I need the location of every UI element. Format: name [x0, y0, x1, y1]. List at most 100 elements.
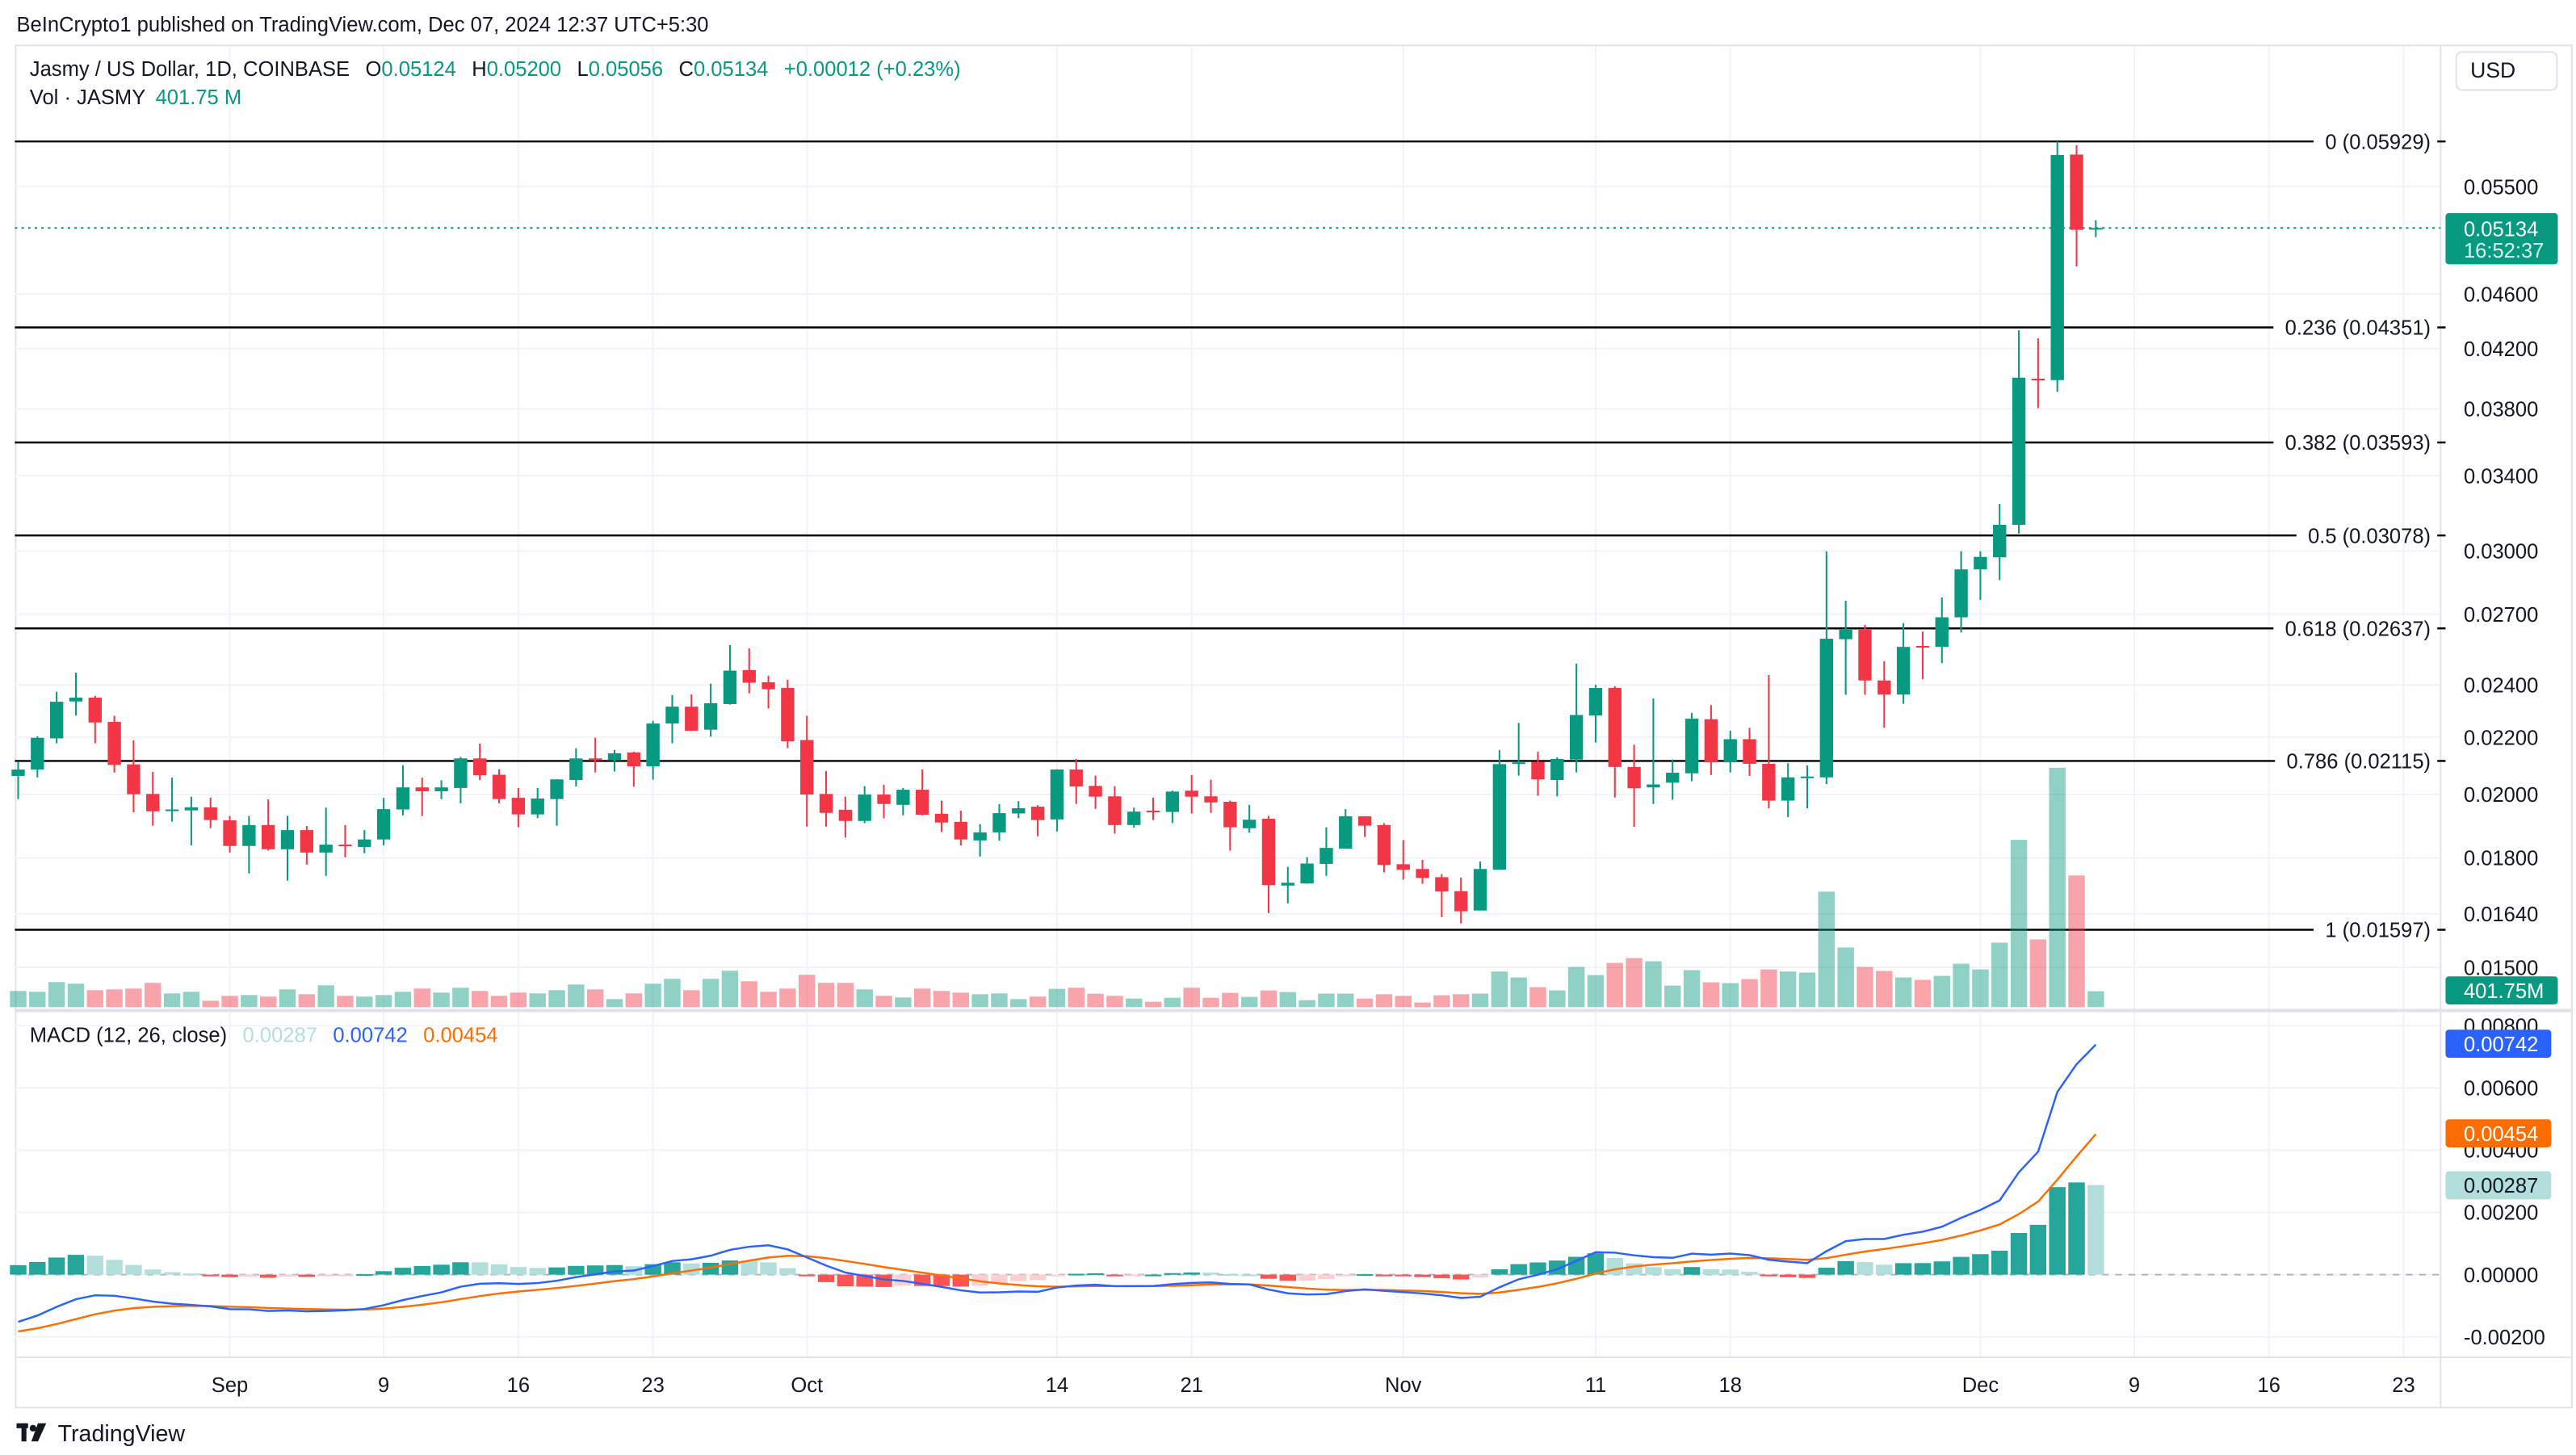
candle-body[interactable]	[1550, 758, 1564, 781]
candle-body[interactable]	[203, 807, 217, 820]
candle-body[interactable]	[915, 790, 929, 816]
candle-body[interactable]	[1762, 763, 1776, 801]
candle-body[interactable]	[146, 794, 160, 811]
candle-body[interactable]	[2070, 154, 2083, 230]
candle-body[interactable]	[1127, 811, 1141, 825]
candle-body[interactable]	[2050, 154, 2064, 380]
candle-body[interactable]	[1396, 864, 1410, 870]
candle-body[interactable]	[1588, 688, 1603, 716]
candle-body[interactable]	[88, 698, 102, 723]
candle-body[interactable]	[1242, 820, 1257, 828]
candle-body[interactable]	[858, 795, 871, 821]
candle-body[interactable]	[1781, 777, 1795, 801]
candle-body[interactable]	[1165, 791, 1180, 812]
candle-body[interactable]	[319, 845, 333, 853]
candle-body[interactable]	[1319, 848, 1333, 864]
candle-body[interactable]	[165, 809, 179, 811]
candle-body[interactable]	[1877, 680, 1891, 695]
candle-body[interactable]	[1608, 688, 1622, 767]
candle-body[interactable]	[685, 707, 699, 732]
candle-body[interactable]	[781, 688, 795, 742]
candle-body[interactable]	[819, 794, 833, 813]
candle-body[interactable]	[1858, 629, 1872, 681]
candle-body[interactable]	[1069, 769, 1083, 787]
candle-body[interactable]	[1819, 639, 1834, 778]
candle-body[interactable]	[761, 681, 775, 690]
candle-body[interactable]	[531, 798, 544, 815]
currency-button[interactable]: USD	[2455, 51, 2558, 91]
candle-body[interactable]	[223, 820, 237, 846]
candle-body[interactable]	[1012, 807, 1026, 814]
candle-body[interactable]	[646, 723, 660, 767]
candle-body[interactable]	[1261, 819, 1276, 886]
candle-body[interactable]	[1569, 715, 1584, 760]
candle-body[interactable]	[588, 758, 602, 761]
candle-body[interactable]	[358, 839, 371, 847]
candle-body[interactable]	[1377, 824, 1391, 866]
candle-body[interactable]	[1454, 891, 1468, 912]
candle-body[interactable]	[1146, 811, 1160, 813]
candle-body[interactable]	[338, 845, 352, 847]
candle-body[interactable]	[454, 758, 468, 788]
candle-body[interactable]	[1204, 796, 1218, 803]
candle-body[interactable]	[280, 830, 295, 849]
candle-body[interactable]	[11, 769, 25, 776]
candle-body[interactable]	[1492, 764, 1507, 870]
candle-body[interactable]	[665, 707, 679, 724]
candle-body[interactable]	[1030, 807, 1045, 820]
candle-body[interactable]	[1839, 629, 1852, 639]
candle-body[interactable]	[184, 807, 199, 811]
macd-legend[interactable]: MACD (12, 26, close) 0.00287 0.00742 0.0…	[30, 1024, 508, 1047]
candle-body[interactable]	[1915, 646, 1930, 648]
candle-body[interactable]	[1339, 816, 1353, 849]
candle-body[interactable]	[1666, 772, 1680, 783]
candle-body[interactable]	[1512, 762, 1525, 765]
candle-body[interactable]	[1473, 869, 1487, 911]
candle-body[interactable]	[627, 752, 641, 767]
candle-body[interactable]	[492, 774, 506, 799]
candle-body[interactable]	[1416, 869, 1429, 878]
candle-body[interactable]	[723, 670, 737, 704]
candle-body[interactable]	[2089, 228, 2103, 230]
candle-body[interactable]	[31, 737, 44, 770]
candle-body[interactable]	[127, 764, 141, 795]
candle-body[interactable]	[1108, 796, 1122, 825]
candle-body[interactable]	[838, 809, 853, 821]
candle-body[interactable]	[1300, 863, 1314, 884]
candle-body[interactable]	[896, 790, 910, 805]
candle-body[interactable]	[742, 669, 756, 683]
candle-body[interactable]	[473, 758, 487, 776]
candle-body[interactable]	[1185, 790, 1198, 797]
candle-body[interactable]	[69, 698, 83, 702]
candle-body[interactable]	[1800, 776, 1815, 778]
candle-body[interactable]	[49, 702, 64, 739]
candle-body[interactable]	[2031, 379, 2045, 381]
symbol-legend[interactable]: Jasmy / US Dollar, 1D, COINBASE O0.05124…	[30, 58, 961, 82]
candle-body[interactable]	[511, 798, 526, 815]
candle-body[interactable]	[550, 779, 564, 799]
candle-body[interactable]	[1896, 647, 1911, 695]
candle-body[interactable]	[992, 813, 1006, 832]
candle-body[interactable]	[1704, 719, 1718, 763]
candle-body[interactable]	[1357, 816, 1372, 826]
candle-body[interactable]	[703, 703, 718, 730]
candle-body[interactable]	[934, 813, 949, 823]
candle-body[interactable]	[877, 795, 891, 804]
candle-body[interactable]	[415, 787, 429, 791]
candle-body[interactable]	[396, 787, 410, 810]
candle-body[interactable]	[1954, 569, 1968, 618]
candle-body[interactable]	[1647, 784, 1660, 788]
volume-legend[interactable]: Vol · JASMY 401.75 M	[30, 86, 241, 109]
candle-body[interactable]	[1435, 877, 1449, 892]
candle-body[interactable]	[2012, 377, 2026, 525]
candle-body[interactable]	[242, 824, 256, 846]
candle-body[interactable]	[1935, 617, 1949, 648]
candle-body[interactable]	[1627, 766, 1641, 789]
candle-body[interactable]	[434, 787, 448, 791]
candle-body[interactable]	[1743, 739, 1756, 764]
candle-body[interactable]	[973, 832, 987, 841]
candle-body[interactable]	[1974, 556, 1987, 570]
candle-body[interactable]	[1684, 719, 1699, 774]
candle-body[interactable]	[800, 740, 814, 795]
